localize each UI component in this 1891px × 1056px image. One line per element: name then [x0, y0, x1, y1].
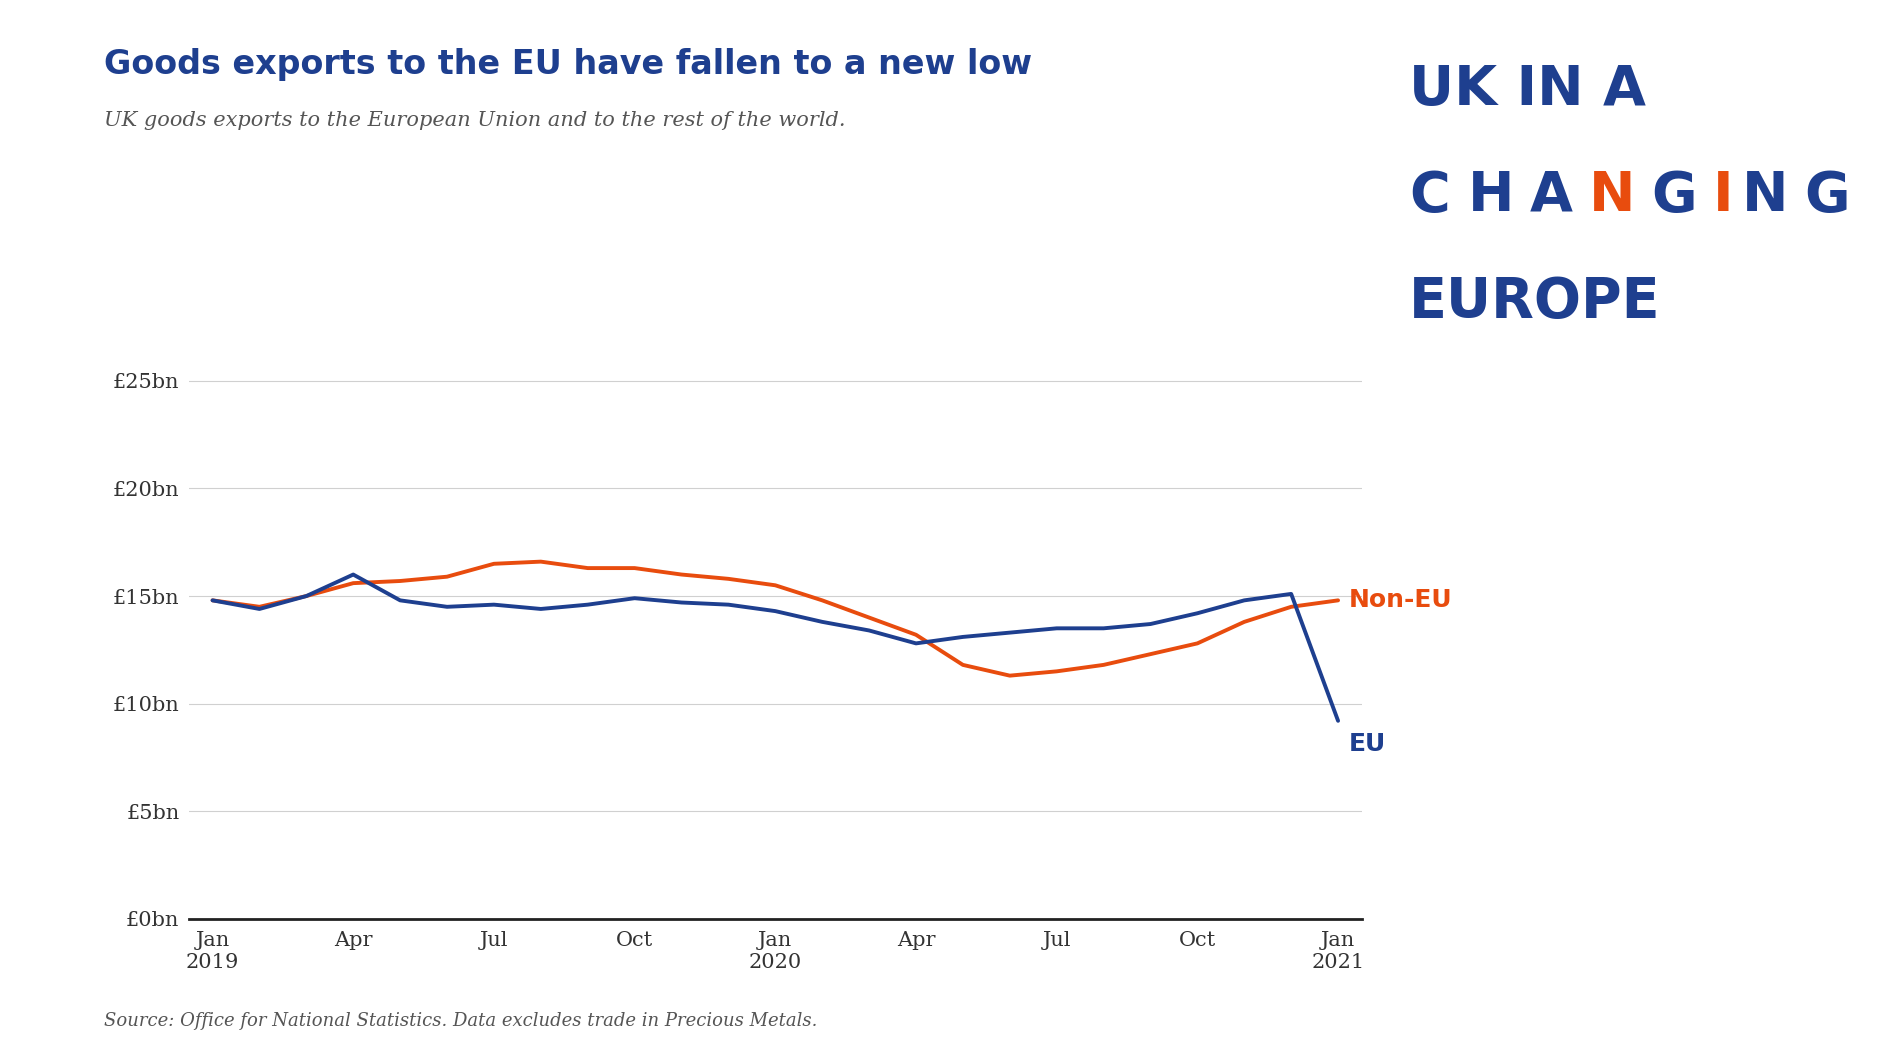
Text: UK goods exports to the European Union and to the rest of the world.: UK goods exports to the European Union a…	[104, 111, 845, 130]
Text: G: G	[1651, 169, 1696, 223]
Text: Non-EU: Non-EU	[1348, 588, 1452, 612]
Text: N: N	[1742, 169, 1789, 223]
Text: Source: Office for National Statistics. Data excludes trade in Precious Metals.: Source: Office for National Statistics. …	[104, 1012, 817, 1030]
Text: I: I	[1713, 169, 1734, 223]
Text: Goods exports to the EU have fallen to a new low: Goods exports to the EU have fallen to a…	[104, 48, 1032, 80]
Text: N: N	[1588, 169, 1636, 223]
Text: EUROPE: EUROPE	[1409, 275, 1660, 328]
Text: UK IN A: UK IN A	[1409, 63, 1645, 117]
Text: H: H	[1467, 169, 1515, 223]
Text: G: G	[1804, 169, 1849, 223]
Text: C: C	[1409, 169, 1450, 223]
Text: A: A	[1530, 169, 1573, 223]
Text: EU: EU	[1348, 732, 1386, 756]
